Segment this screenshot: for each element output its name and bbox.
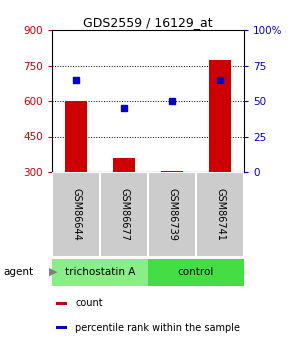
Text: GSM86739: GSM86739: [167, 188, 177, 241]
Text: GSM86677: GSM86677: [119, 188, 129, 241]
Bar: [148, 172, 196, 257]
Text: control: control: [178, 267, 214, 277]
Bar: [52, 172, 100, 257]
Text: percentile rank within the sample: percentile rank within the sample: [75, 323, 240, 333]
Text: GSM86644: GSM86644: [71, 188, 81, 241]
Bar: [196, 172, 244, 257]
Text: trichostatin A: trichostatin A: [65, 267, 135, 277]
Bar: [65, 101, 87, 172]
Bar: [161, 171, 183, 172]
Bar: [148, 258, 244, 286]
Bar: [52, 258, 148, 286]
Bar: [113, 158, 135, 172]
Bar: [56, 302, 67, 305]
Bar: [100, 172, 148, 257]
Text: count: count: [75, 298, 103, 308]
Text: GSM86741: GSM86741: [215, 188, 225, 241]
Title: GDS2559 / 16129_at: GDS2559 / 16129_at: [83, 16, 213, 29]
Text: agent: agent: [3, 267, 33, 277]
Text: ▶: ▶: [49, 267, 58, 277]
Bar: [209, 60, 231, 172]
Bar: [56, 326, 67, 329]
